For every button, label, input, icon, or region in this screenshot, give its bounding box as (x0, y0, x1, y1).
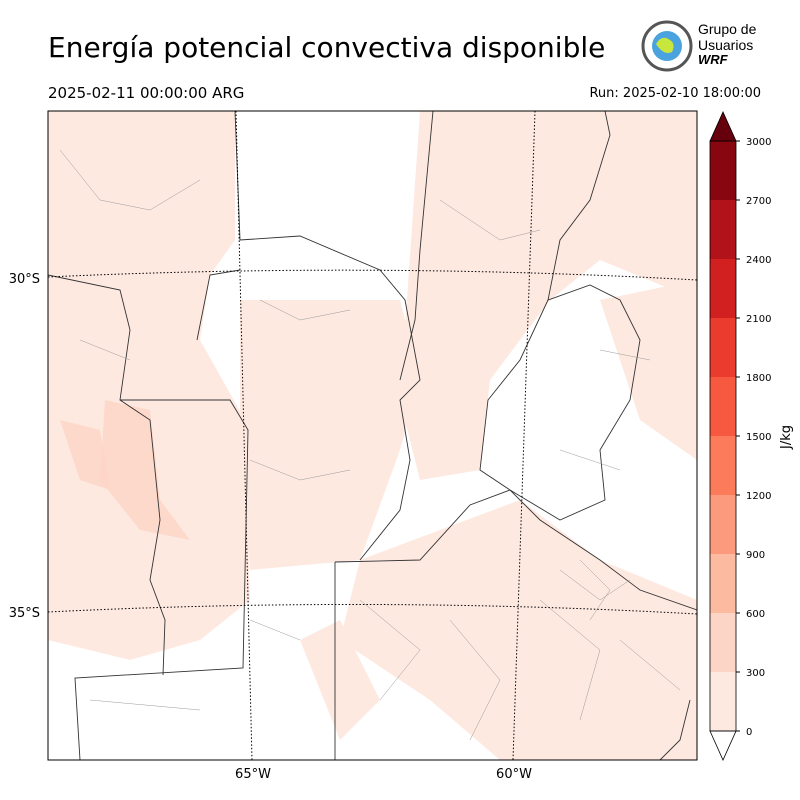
colorbar-tick-label: 1800 (746, 373, 771, 384)
province-borders (48, 111, 697, 760)
colorbar-label: J/kg (779, 425, 794, 450)
colorbar-tick-label: 2400 (746, 255, 771, 266)
colorbar-segment (710, 259, 736, 318)
colorbar-segment (710, 495, 736, 554)
run-time: Run: 2025-02-10 18:00:00 (589, 86, 761, 101)
title: Energía potencial convectiva disponible (48, 31, 605, 64)
colorbar-tick-label: 300 (746, 668, 765, 679)
logo-text: Usuarios (698, 37, 753, 53)
lon-label: 65°W (235, 767, 271, 782)
colorbar-segment (710, 436, 736, 495)
colorbar-tick-label: 900 (746, 550, 765, 561)
lon-label: 60°W (496, 767, 532, 782)
colorbar-over (709, 111, 737, 142)
colorbar-under (709, 730, 737, 761)
valid-time: 2025-02-11 00:00:00 ARG (48, 84, 244, 102)
colorbar-tick-label: 1200 (746, 491, 771, 502)
logo: Grupo de Usuarios WRF (641, 20, 757, 72)
map-frame (47, 110, 698, 761)
colorbar-segment (710, 141, 736, 200)
colorbar-segment (710, 318, 736, 377)
colorbar: 0 300 600 900 1200 1500 1800 2100 2400 2700 3000 (709, 111, 771, 761)
lat-label: 35°S (9, 606, 40, 621)
logo-text: Grupo de (698, 21, 757, 37)
colorbar-segment (710, 672, 736, 731)
colorbar-segment (710, 377, 736, 436)
colorbar-tick-label: 2100 (746, 314, 771, 325)
colorbar-tick-label: 1500 (746, 432, 771, 443)
colorbar-tick-label: 600 (746, 609, 765, 620)
map (48, 111, 697, 760)
colorbar-segment (710, 613, 736, 672)
colorbar-tick-label: 2700 (746, 196, 771, 207)
graticule (48, 111, 697, 760)
colorbar-tick-label: 0 (746, 727, 752, 738)
lat-label: 30°S (9, 272, 40, 287)
logo-text: WRF (698, 52, 729, 67)
colorbar-segment (710, 200, 736, 259)
colorbar-tick-label: 3000 (746, 137, 771, 148)
department-borders (59, 149, 681, 741)
colorbar-segment (710, 554, 736, 613)
